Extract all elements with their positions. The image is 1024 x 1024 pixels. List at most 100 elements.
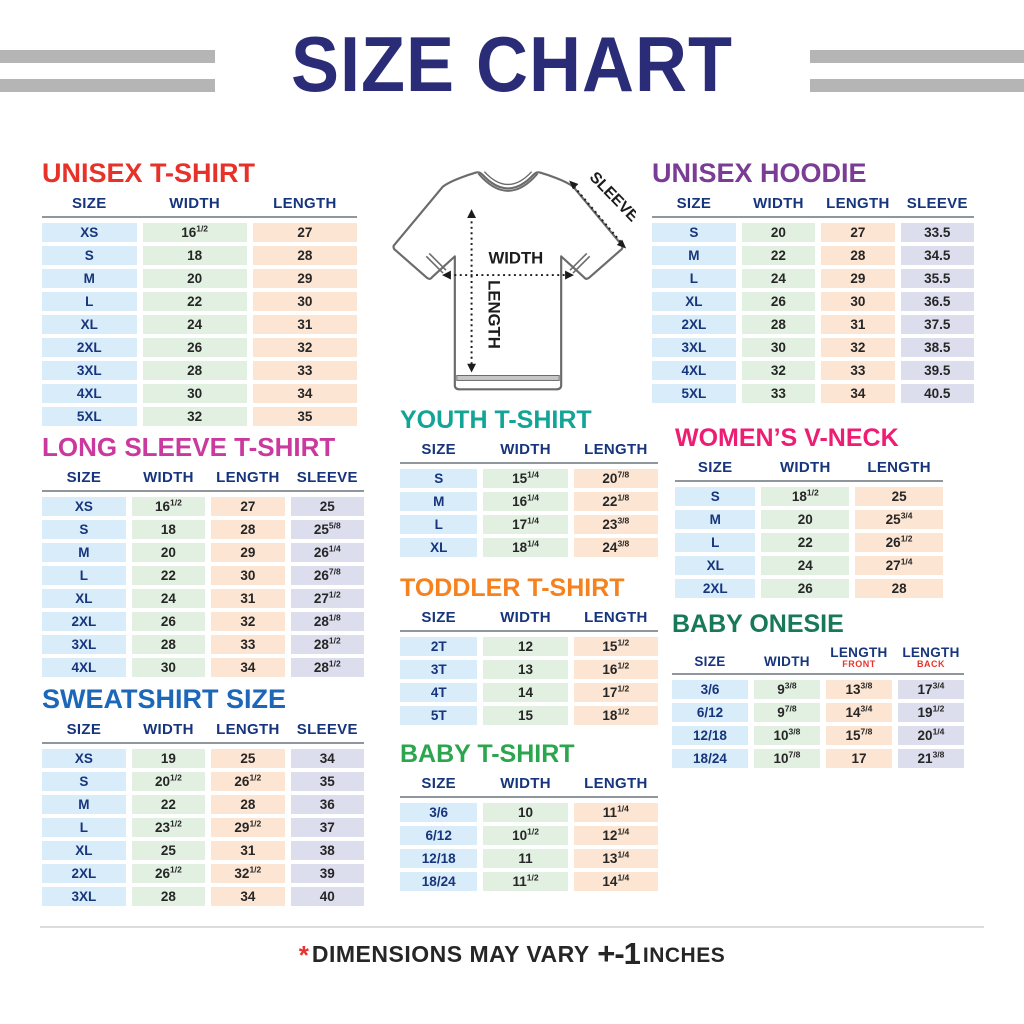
footer-divider xyxy=(40,926,984,928)
size-cell: M xyxy=(400,492,478,511)
table-header-row: SIZE WIDTH LENGTH SLEEVE xyxy=(42,721,364,744)
column-header: SIZE xyxy=(697,459,733,476)
size-cell: S xyxy=(42,772,126,791)
measurement-cell: 35 xyxy=(252,407,357,426)
measurement-cell: 103/8 xyxy=(753,726,820,745)
measurement-cell: 213/8 xyxy=(897,749,964,768)
measurement-cell: 27 xyxy=(821,223,895,242)
size-cell: 2T xyxy=(400,637,478,656)
table-title: TODDLER T-SHIRT xyxy=(400,574,625,602)
long-sleeve-tshirt-table: LONG SLEEVE T-SHIRT SIZE WIDTH LENGTH SLEEV… xyxy=(42,432,364,677)
measurement-cell: 207/8 xyxy=(573,469,658,488)
table-header-row: SIZE WIDTH LENGTH xyxy=(400,609,658,632)
table-title: BABY ONESIE xyxy=(672,610,844,638)
table-header-row: SIZE WIDTH LENGTH xyxy=(400,441,658,464)
size-cell: 3XL xyxy=(652,338,736,357)
measurement-cell: 253/4 xyxy=(855,510,943,529)
size-cell: 5XL xyxy=(42,407,137,426)
measurement-cell: 18 xyxy=(142,246,247,265)
column-header: SIZE xyxy=(421,775,456,792)
size-cell: 5XL xyxy=(652,384,736,403)
measurement-cell: 33 xyxy=(741,384,816,403)
measurement-cell: 291/2 xyxy=(211,818,285,837)
measurement-cell: 161/2 xyxy=(573,660,658,679)
size-cell: M xyxy=(42,269,137,288)
measurement-cell: 33 xyxy=(821,361,895,380)
measurement-cell: 173/4 xyxy=(897,680,964,699)
left-cuff xyxy=(425,252,447,274)
size-cell: XL xyxy=(42,589,126,608)
measurement-cell: 101/2 xyxy=(483,826,568,845)
measurement-cell: 36.5 xyxy=(900,292,974,311)
size-cell: 18/24 xyxy=(400,872,478,891)
size-cell: 18/24 xyxy=(672,749,748,768)
collar-line-inner xyxy=(483,171,533,186)
measurement-cell: 31 xyxy=(211,589,285,608)
header-stripe xyxy=(810,50,1024,63)
baby-tshirt-table: BABY T-SHIRT SIZE WIDTH LENGTH 3/6 10 111/4 6… xyxy=(400,740,658,891)
measurement-cell: 22 xyxy=(142,292,247,311)
measurement-cell: 157/8 xyxy=(825,726,892,745)
measurement-cell: 37 xyxy=(290,818,364,837)
column-header: SIZE xyxy=(421,609,456,626)
size-cell: 6/12 xyxy=(672,703,748,722)
measurement-cell: 40 xyxy=(290,887,364,906)
size-cell: S xyxy=(400,469,478,488)
measurement-cell: 161/4 xyxy=(483,492,568,511)
measurement-cell: 267/8 xyxy=(290,566,364,585)
measurement-cell: 30 xyxy=(131,658,206,677)
measurement-cell: 271/2 xyxy=(290,589,364,608)
measurement-cell: 32 xyxy=(821,338,895,357)
measurement-cell: 141/4 xyxy=(573,872,658,891)
size-cell: 3/6 xyxy=(672,680,748,699)
measurement-cell: 321/2 xyxy=(211,864,285,883)
measurement-cell: 25 xyxy=(131,841,206,860)
size-cell: L xyxy=(675,533,756,552)
measurement-cell: 131/4 xyxy=(573,849,658,868)
size-cell: 2XL xyxy=(42,338,137,357)
measurement-cell: 36 xyxy=(290,795,364,814)
measurement-cell: 34 xyxy=(252,384,357,403)
measurement-cell: 201/4 xyxy=(897,726,964,745)
size-cell: S xyxy=(42,246,137,265)
toddler-tshirt-table: TODDLER T-SHIRT SIZE WIDTH LENGTH 2T 12 151/… xyxy=(400,574,658,725)
size-cell: 4XL xyxy=(652,361,736,380)
hem-band xyxy=(456,375,560,381)
size-cell: 12/18 xyxy=(672,726,748,745)
measurement-cell: 32 xyxy=(211,612,285,631)
measurement-cell: 30 xyxy=(142,384,247,403)
page-title: SIZE CHART xyxy=(291,21,733,109)
measurement-cell: 181/2 xyxy=(573,706,658,725)
measurement-cell: 34 xyxy=(290,749,364,768)
size-cell: 3/6 xyxy=(400,803,478,822)
table-header-row: SIZE WIDTH LENGTH SLEEVE xyxy=(42,469,364,492)
measurement-cell: 24 xyxy=(142,315,247,334)
table-body: S 20 27 33.5 M 22 28 34.5 L 24 29 35.5 XL 26 30 36.5 2XL… xyxy=(652,223,974,403)
womens-vneck-table: WOMEN’S V-NECK SIZE WIDTH LENGTH S 181/2 25 M… xyxy=(675,424,943,598)
column-header: WIDTH xyxy=(500,441,551,458)
table-title: UNISEX T-SHIRT xyxy=(42,158,256,188)
unisex-tshirt-table: UNISEX T-SHIRT SIZE WIDTH LENGTH XS 161/2 27… xyxy=(42,158,357,426)
size-cell: 6/12 xyxy=(400,826,478,845)
baby-onesie-table: BABY ONESIE SIZE WIDTH LENGTH FRONT LENGTH BA… xyxy=(672,610,964,768)
youth-tshirt-table: YOUTH T-SHIRT SIZE WIDTH LENGTH S 151/4 207/… xyxy=(400,406,658,557)
measurement-cell: 37.5 xyxy=(900,315,974,334)
column-header: SIZE xyxy=(66,469,102,486)
measurement-cell: 25 xyxy=(855,487,943,506)
measurement-cell: 24 xyxy=(131,589,206,608)
measurement-cell: 191/2 xyxy=(897,703,964,722)
column-header: LENGTH xyxy=(584,609,648,626)
size-cell: XL xyxy=(42,841,126,860)
measurement-cell: 121/4 xyxy=(573,826,658,845)
size-cell: 4T xyxy=(400,683,478,702)
measurement-cell: 27 xyxy=(252,223,357,242)
size-cell: XL xyxy=(42,315,137,334)
measurement-cell: 28 xyxy=(211,795,285,814)
size-cell: S xyxy=(675,487,756,506)
measurement-cell: 32 xyxy=(142,407,247,426)
column-header: WIDTH xyxy=(143,469,194,486)
measurement-cell: 22 xyxy=(131,795,206,814)
table-body: 3/6 10 111/4 6/12 101/2 121/4 12/18 11 131/4 18/2… xyxy=(400,803,658,891)
size-cell: 3T xyxy=(400,660,478,679)
